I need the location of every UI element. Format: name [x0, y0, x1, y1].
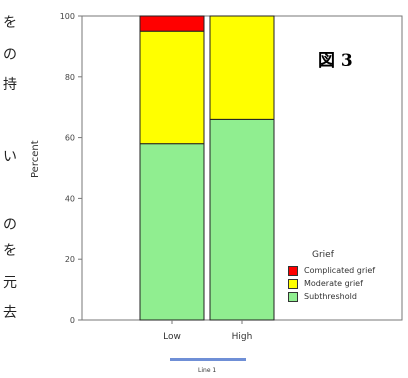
y-tick-label: 80	[65, 73, 75, 82]
margin-char: 去	[3, 305, 17, 321]
margin-text-column: を の 持 い の を 元 去	[0, 0, 18, 378]
margin-char: 元	[3, 275, 17, 291]
margin-char: の	[3, 47, 17, 63]
legend-item: Subthreshold	[288, 290, 375, 303]
bar-segment-moderate-grief-low	[139, 30, 205, 145]
margin-char: の	[3, 217, 17, 233]
legend: Grief Complicated grief Moderate grief Sub…	[288, 250, 375, 303]
y-tick-label: 60	[65, 134, 75, 143]
legend-label: Subthreshold	[304, 292, 357, 301]
margin-char: い	[3, 149, 17, 165]
legend-label: Complicated grief	[304, 266, 376, 275]
x-tick-label: High	[232, 332, 253, 342]
legend-items: Complicated grief Moderate grief Subthresh…	[288, 264, 375, 303]
y-tick-label: 40	[65, 194, 75, 203]
bar-segment-subthreshold-low	[139, 143, 205, 321]
legend-swatch	[288, 291, 298, 302]
y-tick-label: 100	[60, 12, 75, 21]
y-axis-label: Percent	[30, 140, 41, 178]
margin-char: 持	[3, 77, 17, 93]
legend-label: Moderate grief	[304, 279, 363, 288]
margin-char: を	[3, 15, 17, 31]
legend-swatch	[288, 278, 298, 289]
margin-char: を	[3, 243, 17, 259]
figure-label: 図 3	[318, 51, 353, 71]
stacked-bar-chart: 0 20 40 60 80 100 Low High Percent 図 3 Grief Co…	[26, 0, 408, 378]
chart-canvas: 0 20 40 60 80 100 Low High	[60, 12, 403, 342]
bar-segment-moderate-grief-high	[209, 15, 275, 120]
x-tick-label: Low	[163, 332, 181, 342]
legend-item: Complicated grief	[288, 264, 375, 277]
bar-segment-complicated-grief-low	[139, 15, 205, 32]
x-axis-caption: Line 1	[198, 367, 217, 374]
legend-title: Grief	[312, 250, 334, 260]
legend-swatch	[288, 265, 298, 276]
bar-segment-subthreshold-high	[209, 118, 275, 321]
legend-item: Moderate grief	[288, 277, 375, 290]
y-tick-label: 20	[65, 255, 75, 264]
caption-underline	[170, 358, 246, 361]
y-tick-label: 0	[70, 316, 75, 325]
